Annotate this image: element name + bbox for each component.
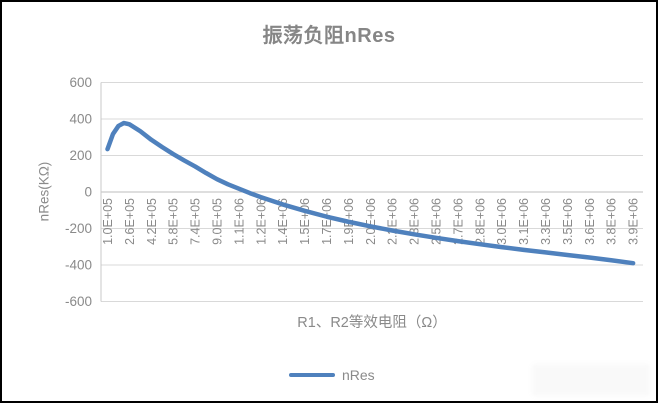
series-line-nres [105,120,636,266]
x-tick-label: 9.0E+05 [211,198,225,245]
y-axis-title: nRes(KΩ) [36,161,52,222]
x-tick-label: 2.3E+06 [408,198,422,245]
x-tick-label: 1.5E+06 [298,198,312,245]
legend-line-marker [289,372,335,378]
x-tick-label: 3.9E+06 [627,198,641,245]
x-tick-label: 3.1E+06 [517,198,531,245]
x-tick-label: 2.7E+06 [451,198,465,245]
x-tick-label: 7.4E+05 [189,198,203,245]
y-tick-label: -200 [65,221,92,236]
x-tick-label: 5.8E+05 [167,198,181,245]
x-tick-label: 1.2E+06 [254,198,268,245]
x-tick-label: 3.5E+06 [561,198,575,245]
x-tick-label: 1.1E+06 [232,198,246,245]
x-axis-title: R1、R2等效电阻（Ω） [297,315,447,331]
x-tick-label: 2.2E+06 [386,198,400,245]
x-tick-label: 4.2E+05 [145,198,159,245]
watermark [532,364,650,396]
x-tick-label: 2.6E+05 [123,198,137,245]
y-tick-label: 0 [84,185,92,200]
x-tick-label: 3.8E+06 [605,198,619,245]
x-tick-label: 1.4E+06 [276,198,290,245]
x-tick-label: 1.0E+05 [101,198,115,245]
x-tick-label: 2.5E+06 [430,198,444,245]
chart-title: 振荡负阻nRes [262,25,396,47]
legend-label: nRes [342,367,375,383]
x-tick-label: 2.8E+06 [473,198,487,245]
y-tick-label: 600 [69,75,92,90]
x-tick-label: 1.7E+06 [320,198,334,245]
y-tick-label: -600 [65,294,92,309]
y-tick-label: 400 [69,112,92,127]
y-tick-label: 200 [69,148,92,163]
x-tick-label: 3.6E+06 [583,198,597,245]
y-tick-label: -400 [65,258,92,273]
legend: nRes [289,367,375,383]
x-tick-label: 3.0E+06 [495,198,509,245]
x-tick-label: 2.0E+06 [364,198,378,245]
x-tick-label: 3.3E+06 [539,198,553,245]
